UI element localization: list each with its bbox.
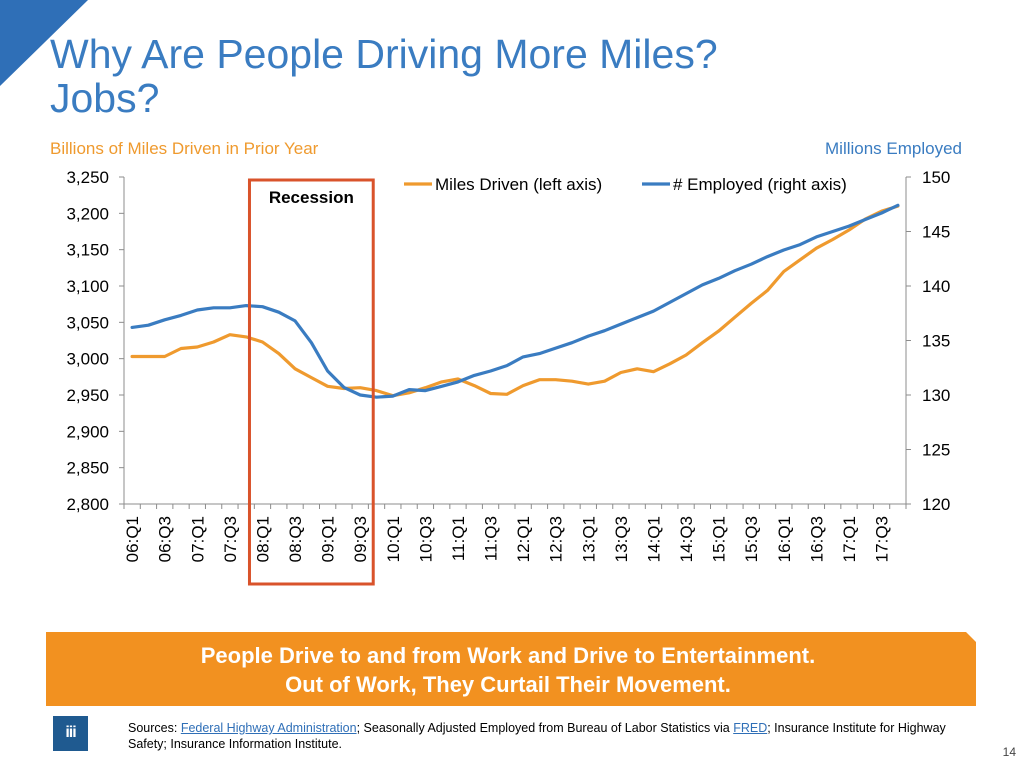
legend-miles-label: Miles Driven (left axis): [435, 175, 602, 194]
sources-note: Sources: Federal Highway Administration;…: [128, 720, 988, 752]
title-line-2: Jobs?: [50, 75, 160, 121]
right-y-tick-label: 150: [922, 168, 950, 187]
x-tick-label: 12:Q1: [514, 516, 533, 562]
right-y-tick-label: 135: [922, 332, 950, 351]
legend-employed-label: # Employed (right axis): [673, 175, 847, 194]
x-tick-label: 10:Q3: [416, 516, 435, 562]
right-y-tick-label: 120: [922, 495, 950, 514]
banner-text: People Drive to and from Work and Drive …: [46, 641, 970, 699]
iii-logo: iii: [53, 716, 88, 751]
recession-label: Recession: [269, 188, 354, 207]
right-axis-caption: Millions Employed: [825, 139, 962, 158]
x-tick-label: 06:Q3: [156, 516, 175, 562]
x-tick-label: 16:Q3: [807, 516, 826, 562]
x-tick-label: 09:Q1: [319, 516, 338, 562]
x-tick-label: 17:Q3: [873, 516, 892, 562]
x-tick-label: 07:Q1: [188, 516, 207, 562]
right-y-tick-label: 130: [922, 386, 950, 405]
banner-line-2: Out of Work, They Curtail Their Movement…: [285, 672, 731, 697]
x-tick-label: 15:Q1: [710, 516, 729, 562]
sources-suffix: ; Insurance Institute for Highway Safety…: [128, 721, 946, 751]
x-tick-label: 08:Q3: [286, 516, 305, 562]
left-y-tick-label: 2,850: [66, 459, 109, 478]
corner-triangle: [0, 0, 88, 86]
left-y-tick-label: 3,100: [66, 277, 109, 296]
logo-text: iii: [65, 724, 76, 741]
x-tick-label: 17:Q1: [840, 516, 859, 562]
x-tick-label: 15:Q3: [742, 516, 761, 562]
page-number: 14: [1002, 745, 1016, 759]
right-y-tick-label: 145: [922, 223, 950, 242]
x-tick-label: 13:Q3: [612, 516, 631, 562]
x-tick-label: 12:Q3: [547, 516, 566, 562]
sources-prefix: Sources:: [128, 721, 181, 735]
x-tick-label: 08:Q1: [253, 516, 272, 562]
right-y-tick-label: 140: [922, 277, 950, 296]
fred-link[interactable]: FRED: [733, 721, 768, 735]
x-tick-label: 13:Q1: [579, 516, 598, 562]
left-y-tick-label: 3,000: [66, 350, 109, 369]
title-line-1: Why Are People Driving More Miles?: [50, 31, 718, 77]
x-tick-label: 16:Q1: [775, 516, 794, 562]
x-tick-label: 07:Q3: [221, 516, 240, 562]
x-tick-label: 14:Q3: [677, 516, 696, 562]
sources-mid: ; Seasonally Adjusted Employed from Bure…: [356, 721, 734, 735]
page-title: Why Are People Driving More Miles? Jobs?: [50, 32, 718, 120]
left-y-tick-label: 3,200: [66, 204, 109, 223]
x-tick-label: 14:Q1: [644, 516, 663, 562]
fhwa-link[interactable]: Federal Highway Administration: [180, 721, 357, 735]
left-y-tick-label: 2,800: [66, 495, 109, 514]
x-tick-label: 06:Q1: [123, 516, 142, 562]
left-y-tick-label: 2,900: [66, 422, 109, 441]
banner-line-1: People Drive to and from Work and Drive …: [200, 643, 816, 668]
x-tick-label: 11:Q1: [449, 516, 468, 561]
recession-box: [247, 178, 375, 586]
x-tick-label: 10:Q1: [384, 516, 403, 562]
banner-shape: [46, 632, 976, 706]
left-y-tick-label: 3,250: [66, 168, 109, 187]
miles-driven-line: [130, 204, 900, 398]
employed-line: [130, 203, 900, 399]
x-tick-label: 11:Q3: [482, 516, 501, 561]
right-y-tick-label: 125: [922, 441, 950, 460]
left-y-tick-label: 2,950: [66, 386, 109, 405]
left-y-tick-label: 3,150: [66, 241, 109, 260]
x-tick-label: 09:Q3: [351, 516, 370, 562]
left-axis-caption: Billions of Miles Driven in Prior Year: [50, 139, 319, 158]
line-chart: 2,800 2,850 2,900 2,950 3,000 3,050 3,100 3,150…: [66, 168, 950, 586]
left-y-tick-label: 3,050: [66, 313, 109, 332]
